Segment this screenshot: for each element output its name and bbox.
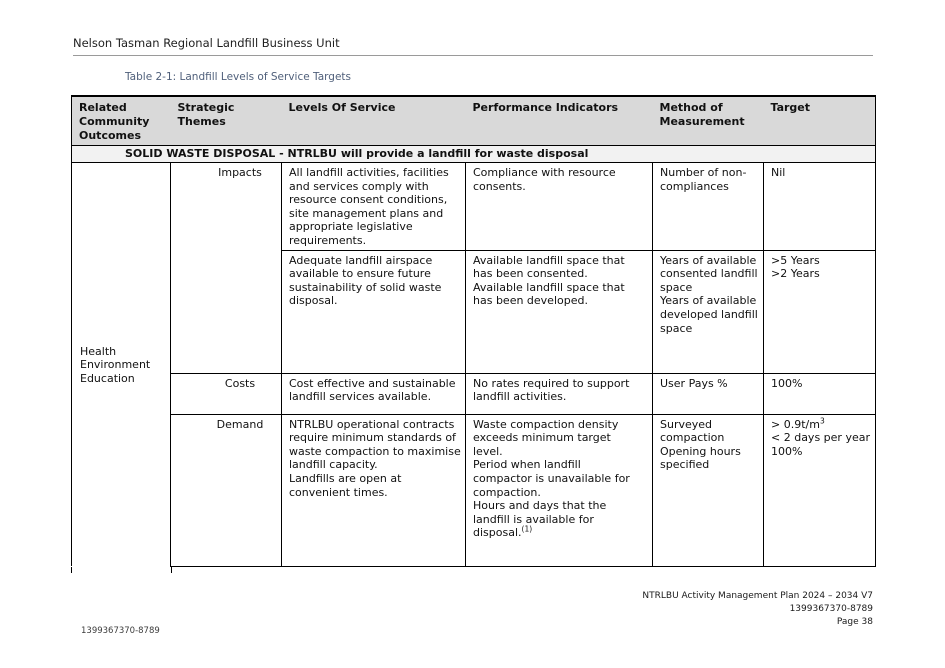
cell-text: >5 Years [771,253,820,267]
cell-text: Years of available developed landfill sp… [660,294,758,335]
outcome-education: Education [80,371,135,385]
col-header-method-of-measurement: Method of Measurement [652,95,764,146]
table-row: Demand NTRLBU operational contracts requ… [72,413,876,567]
footer-page-number: Page 38 [836,617,873,627]
col-header-strategic-themes: Strategic Themes [170,95,282,146]
cell-text: Surveyed compaction [660,417,725,445]
page-footer: NTRLBU Activity Management Plan 2024 – 2… [642,590,873,629]
method-demand: Surveyed compaction Opening hours specif… [652,413,764,567]
table-continuation-marks [71,566,172,573]
theme-impacts: Impacts [170,162,282,374]
theme-demand: Demand [170,413,282,567]
cell-text: Waste compaction density exceeds minimum… [473,417,619,458]
table-header-row: Related Community Outcomes Strategic The… [71,95,876,146]
col-header-related-community-outcomes: Related Community Outcomes [71,95,171,146]
cell-text: Landfills are open at convenient times. [289,471,402,499]
pi-costs: No rates required to support landfill ac… [465,372,653,415]
cell-text: Hours and days that the landfill is avai… [473,499,638,540]
levels-of-service-table: Related Community Outcomes Strategic The… [71,95,876,567]
pi-demand: Waste compaction density exceeds minimum… [465,413,653,567]
table-row: Costs Cost effective and sustainable lan… [72,372,876,415]
cell-text: 100% [771,376,803,390]
col-header-levels-of-service: Levels Of Service [281,95,466,146]
los-impacts-airspace: Adequate landfill airspace available to … [281,249,466,374]
method-impacts-airspace: Years of available consented landfill sp… [652,249,764,374]
document-header-title: Nelson Tasman Regional Landfill Business… [73,36,340,50]
table-caption: Table 2-1: Landfill Levels of Service Ta… [125,71,351,83]
method-costs: User Pays % [652,372,764,415]
cell-text: Cost effective and sustainable landfill … [289,376,456,404]
footer-plan-title: NTRLBU Activity Management Plan 2024 – 2… [642,591,873,601]
cell-text: Available landfill space that has been d… [473,280,625,308]
col-header-performance-indicators: Performance Indicators [465,95,653,146]
target-demand: > 0.9t/m3 < 2 days per year 100% [763,413,876,567]
footnote-reference: (1) [521,524,533,534]
target-costs: 100% [763,372,876,415]
target-impacts-compliance: Nil [763,162,876,251]
method-impacts-compliance: Number of non-compliances [652,162,764,251]
section-header-row: SOLID WASTE DISPOSAL - NTRLBU will provi… [71,145,876,163]
cell-text: Period when landfill compactor is unavai… [473,458,630,499]
footer-doc-number: 1399367370-8789 [789,604,873,614]
cell-text: < 2 days per year [771,431,870,445]
col-header-target: Target [763,95,876,146]
cell-text: Nil [771,166,786,179]
theme-costs: Costs [170,372,282,415]
pi-impacts-compliance: Compliance with resource consents. [465,162,653,251]
cell-text: Available landfill space that has been c… [473,253,625,281]
cell-text: No rates required to support landfill ac… [473,376,630,404]
document-header: Nelson Tasman Regional Landfill Business… [73,36,873,56]
cell-text: > 0.9t/m [771,417,820,431]
doc-number-bottom-left: 1399367370-8789 [81,626,160,636]
outcome-health: Health [80,344,117,358]
outcome-environment: Environment [80,358,151,372]
cell-text: Years of available consented landfill sp… [660,253,758,294]
cell-text: 100% [771,444,803,458]
cell-text: Compliance with resource consents. [473,166,616,193]
table-container: Related Community Outcomes Strategic The… [71,95,876,573]
cell-text: >2 Years [771,267,820,281]
cell-text: Adequate landfill airspace available to … [289,253,442,308]
table-row: Health Environment Education Impacts All… [71,162,876,567]
los-demand: NTRLBU operational contracts require min… [281,413,466,567]
section-header-solid-waste-disposal: SOLID WASTE DISPOSAL - NTRLBU will provi… [71,145,876,163]
los-impacts-compliance: All landfill activities, facilities and … [281,162,466,251]
cell-text: Opening hours specified [660,444,741,472]
cell-text: All landfill activities, facilities and … [289,166,449,247]
cell-text: Hours and days that the landfill is avai… [473,499,607,540]
los-costs: Cost effective and sustainable landfill … [281,372,466,415]
related-community-outcomes-cell: Health Environment Education [71,162,171,567]
cell-text: NTRLBU operational contracts require min… [289,417,461,472]
target-impacts-airspace: >5 Years >2 Years [763,249,876,374]
superscript: 3 [819,415,825,425]
cell-text: Number of non-compliances [660,166,747,193]
cell-text: User Pays % [660,376,728,390]
pi-impacts-airspace: Available landfill space that has been c… [465,249,653,374]
cell-text: > 0.9t/m3 [771,415,871,432]
